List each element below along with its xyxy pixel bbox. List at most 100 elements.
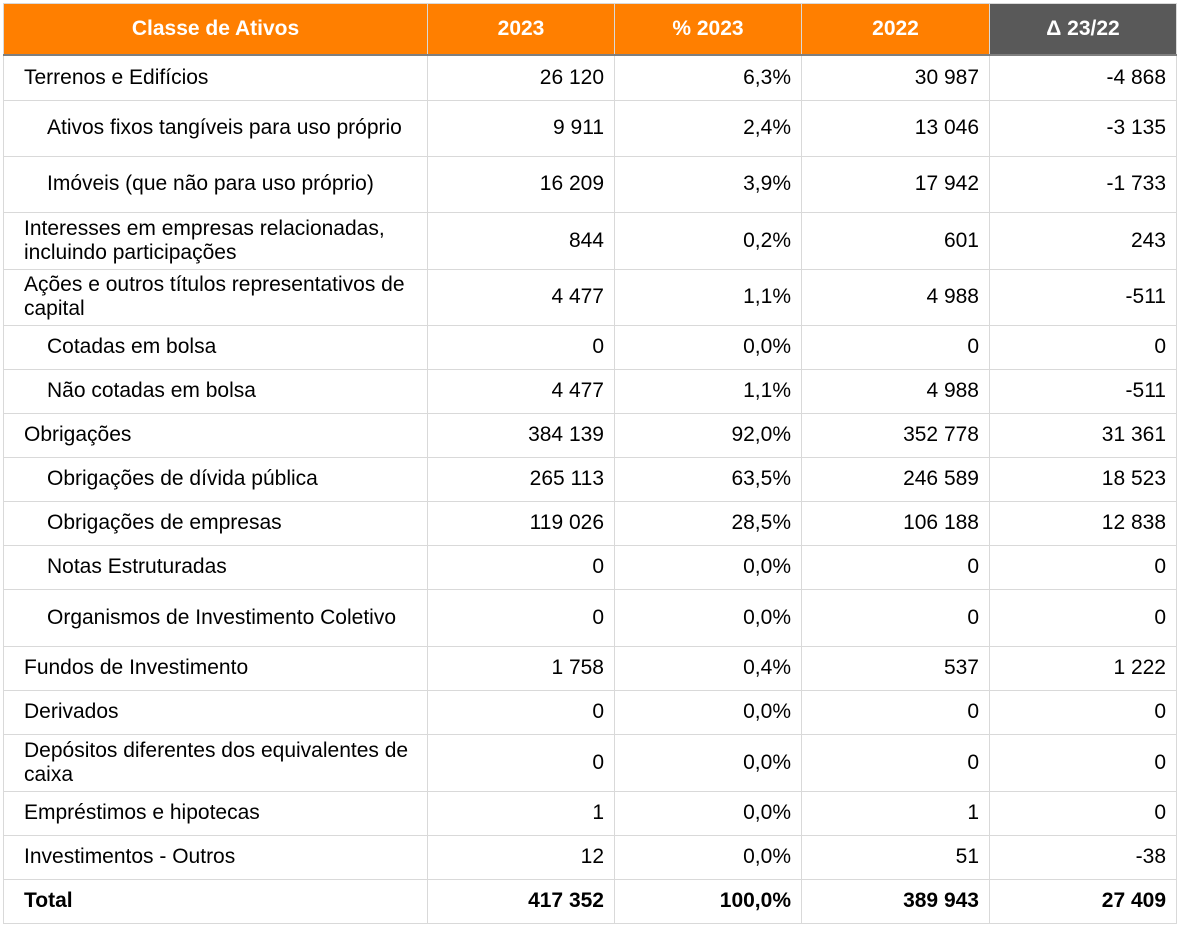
pct-2023: 100,0% bbox=[614, 878, 802, 924]
value-2023: 0 bbox=[427, 733, 615, 792]
delta-23-22: 0 bbox=[989, 324, 1177, 370]
delta-23-22: 0 bbox=[989, 689, 1177, 735]
pct-2023: 2,4% bbox=[614, 99, 802, 157]
pct-2023: 0,0% bbox=[614, 790, 802, 836]
pct-2023: 0,2% bbox=[614, 211, 802, 270]
delta-23-22: -3 135 bbox=[989, 99, 1177, 157]
value-2023: 0 bbox=[427, 324, 615, 370]
value-2023: 0 bbox=[427, 544, 615, 590]
pct-2023: 28,5% bbox=[614, 500, 802, 546]
pct-2023: 0,0% bbox=[614, 324, 802, 370]
value-2023: 1 758 bbox=[427, 645, 615, 691]
value-2022: 0 bbox=[801, 733, 990, 792]
delta-23-22: 31 361 bbox=[989, 412, 1177, 458]
row-label: Ativos fixos tangíveis para uso próprio bbox=[3, 99, 428, 157]
table-row: Interesses em empresas relacionadas, inc… bbox=[3, 211, 1177, 270]
table-row: Depósitos diferentes dos equivalentes de… bbox=[3, 733, 1177, 792]
header-row: Classe de Ativos 2023 % 2023 2022 Δ 23/2… bbox=[3, 3, 1177, 56]
value-2022: 601 bbox=[801, 211, 990, 270]
delta-23-22: -511 bbox=[989, 268, 1177, 326]
value-2023: 0 bbox=[427, 588, 615, 647]
table-row: Derivados 0 0,0% 0 0 bbox=[3, 689, 1177, 735]
delta-23-22: -511 bbox=[989, 368, 1177, 414]
delta-23-22: 0 bbox=[989, 588, 1177, 647]
table-row: Cotadas em bolsa 0 0,0% 0 0 bbox=[3, 324, 1177, 370]
table-row: Obrigações de dívida pública 265 113 63,5%… bbox=[3, 456, 1177, 502]
row-label: Fundos de Investimento bbox=[3, 645, 428, 691]
table-row: Não cotadas em bolsa 4 477 1,1% 4 988 -511 bbox=[3, 368, 1177, 414]
header-2023: 2023 bbox=[427, 3, 615, 56]
row-label: Não cotadas em bolsa bbox=[3, 368, 428, 414]
row-label: Depósitos diferentes dos equivalentes de… bbox=[3, 733, 428, 792]
row-label: Terrenos e Edifícios bbox=[3, 54, 428, 101]
value-2022: 0 bbox=[801, 324, 990, 370]
table-row: Obrigações de empresas 119 026 28,5% 106 18… bbox=[3, 500, 1177, 546]
value-2023: 119 026 bbox=[427, 500, 615, 546]
value-2022: 4 988 bbox=[801, 368, 990, 414]
value-2022: 1 bbox=[801, 790, 990, 836]
table-body: Terrenos e Edifícios 26 120 6,3% 30 987 -4 8… bbox=[3, 54, 1177, 924]
pct-2023: 1,1% bbox=[614, 368, 802, 414]
value-2022: 246 589 bbox=[801, 456, 990, 502]
pct-2023: 63,5% bbox=[614, 456, 802, 502]
row-label: Ações e outros títulos representativos d… bbox=[3, 268, 428, 326]
row-label: Obrigações de dívida pública bbox=[3, 456, 428, 502]
value-2022: 0 bbox=[801, 544, 990, 590]
pct-2023: 0,4% bbox=[614, 645, 802, 691]
pct-2023: 92,0% bbox=[614, 412, 802, 458]
header-pct-2023: % 2023 bbox=[614, 3, 802, 56]
value-2023: 4 477 bbox=[427, 368, 615, 414]
pct-2023: 0,0% bbox=[614, 544, 802, 590]
value-2022: 30 987 bbox=[801, 54, 990, 101]
row-label: Imóveis (que não para uso próprio) bbox=[3, 155, 428, 213]
value-2022: 13 046 bbox=[801, 99, 990, 157]
value-2023: 384 139 bbox=[427, 412, 615, 458]
delta-23-22: 12 838 bbox=[989, 500, 1177, 546]
row-label: Organismos de Investimento Coletivo bbox=[3, 588, 428, 647]
value-2023: 265 113 bbox=[427, 456, 615, 502]
delta-23-22: 1 222 bbox=[989, 645, 1177, 691]
row-label: Derivados bbox=[3, 689, 428, 735]
delta-23-22: 27 409 bbox=[989, 878, 1177, 924]
table-row: Obrigações 384 139 92,0% 352 778 31 361 bbox=[3, 412, 1177, 458]
value-2022: 17 942 bbox=[801, 155, 990, 213]
table-row: Organismos de Investimento Coletivo 0 0,0%… bbox=[3, 588, 1177, 647]
delta-23-22: 0 bbox=[989, 733, 1177, 792]
delta-23-22: 18 523 bbox=[989, 456, 1177, 502]
table-row: Ações e outros títulos representativos d… bbox=[3, 268, 1177, 326]
pct-2023: 3,9% bbox=[614, 155, 802, 213]
asset-class-table: Classe de Ativos 2023 % 2023 2022 Δ 23/2… bbox=[3, 3, 1177, 924]
table-row: Empréstimos e hipotecas 1 0,0% 1 0 bbox=[3, 790, 1177, 836]
value-2022: 106 188 bbox=[801, 500, 990, 546]
value-2023: 844 bbox=[427, 211, 615, 270]
row-label: Obrigações bbox=[3, 412, 428, 458]
table-row: Terrenos e Edifícios 26 120 6,3% 30 987 -4 8… bbox=[3, 54, 1177, 101]
row-label: Obrigações de empresas bbox=[3, 500, 428, 546]
value-2022: 0 bbox=[801, 588, 990, 647]
total-row: Total 417 352 100,0% 389 943 27 409 bbox=[3, 878, 1177, 924]
value-2022: 537 bbox=[801, 645, 990, 691]
row-label: Cotadas em bolsa bbox=[3, 324, 428, 370]
header-2022: 2022 bbox=[801, 3, 990, 56]
row-label: Interesses em empresas relacionadas, inc… bbox=[3, 211, 428, 270]
value-2022: 352 778 bbox=[801, 412, 990, 458]
value-2023: 417 352 bbox=[427, 878, 615, 924]
delta-23-22: 0 bbox=[989, 790, 1177, 836]
value-2022: 51 bbox=[801, 834, 990, 880]
row-label: Total bbox=[3, 878, 428, 924]
table-row: Imóveis (que não para uso próprio) 16 209… bbox=[3, 155, 1177, 213]
delta-23-22: -38 bbox=[989, 834, 1177, 880]
pct-2023: 0,0% bbox=[614, 588, 802, 647]
pct-2023: 6,3% bbox=[614, 54, 802, 101]
value-2023: 4 477 bbox=[427, 268, 615, 326]
value-2023: 1 bbox=[427, 790, 615, 836]
pct-2023: 0,0% bbox=[614, 834, 802, 880]
pct-2023: 0,0% bbox=[614, 733, 802, 792]
value-2023: 9 911 bbox=[427, 99, 615, 157]
pct-2023: 1,1% bbox=[614, 268, 802, 326]
value-2022: 0 bbox=[801, 689, 990, 735]
table-row: Ativos fixos tangíveis para uso próprio 9… bbox=[3, 99, 1177, 157]
row-label: Notas Estruturadas bbox=[3, 544, 428, 590]
table-row: Fundos de Investimento 1 758 0,4% 537 1 222 bbox=[3, 645, 1177, 691]
header-asset-class: Classe de Ativos bbox=[3, 3, 428, 56]
